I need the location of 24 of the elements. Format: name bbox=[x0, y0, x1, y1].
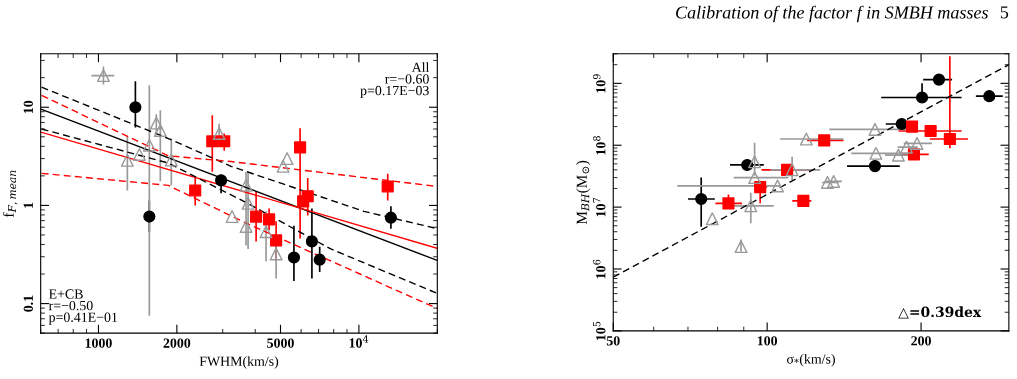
y-tick-label: 10 bbox=[23, 100, 33, 114]
y-axis-title: M$_{BH}$(M$_{⊙}$) bbox=[576, 160, 591, 225]
y-axis-title: f$_{F,mean}$ bbox=[2, 170, 18, 218]
annotation: △=0.39dex bbox=[898, 306, 982, 319]
annotation: All r=−0.60 p=0.17E−03 bbox=[360, 62, 430, 99]
x-tick-label: 10$^{4}$ bbox=[349, 335, 369, 348]
x-axis-title: σ$_{*}$(km/s) bbox=[787, 353, 835, 367]
x-tick-label: 200 bbox=[911, 336, 931, 346]
x-tick-label: 1000 bbox=[85, 338, 112, 348]
x-tick-label: 100 bbox=[757, 336, 778, 346]
y-tick-label: 0.1 bbox=[23, 295, 34, 312]
y-tick-label: 10$^{7}$ bbox=[593, 197, 606, 217]
y-tick-label: 1 bbox=[23, 202, 33, 208]
y-tick-label: 10$^{8}$ bbox=[593, 136, 606, 155]
text: 5 bbox=[1000, 6, 1009, 19]
y-tick-label: 10$^{5}$ bbox=[593, 321, 606, 341]
y-tick-label: 10$^{9}$ bbox=[593, 74, 606, 93]
x-tick-label: 5000 bbox=[267, 338, 294, 348]
chart-title: Calibration of the factor f in SMBH masses bbox=[676, 5, 988, 23]
x-tick-label: 2000 bbox=[163, 338, 191, 348]
y-tick-label: 10$^{6}$ bbox=[593, 259, 606, 279]
annotation: E+CB r=−0.50 p=0.41E−01 bbox=[48, 289, 118, 325]
x-tick-label: 50 bbox=[606, 336, 620, 346]
x-axis-title: FWHM(km/s) bbox=[199, 356, 279, 369]
